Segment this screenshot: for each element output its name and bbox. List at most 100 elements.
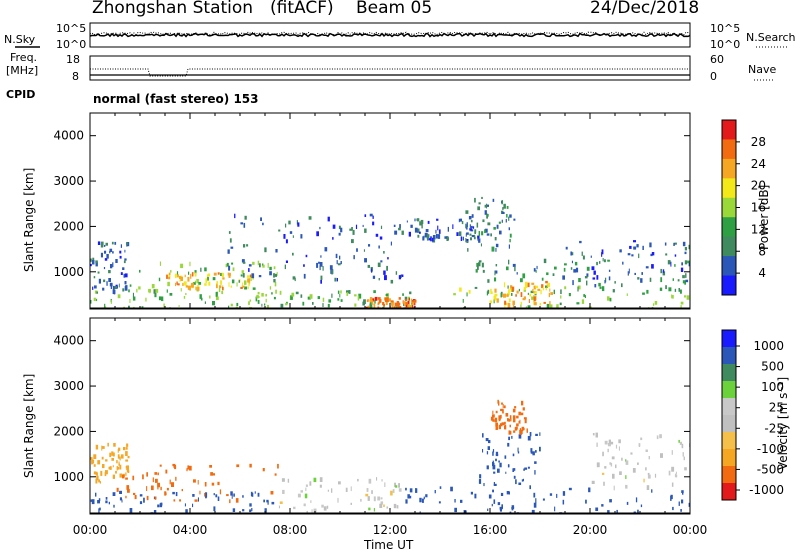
power-data-cell: [104, 258, 108, 261]
velocity-data-cell: [516, 423, 519, 427]
velocity-data-cell: [111, 451, 114, 456]
velocity-data-cell: [127, 488, 130, 493]
power-data-cell: [112, 285, 115, 291]
power-data-cell: [103, 267, 106, 270]
power-data-cell: [677, 279, 680, 282]
velocity-data-cell: [613, 485, 615, 491]
velocity-data-cell: [98, 498, 101, 502]
velocity-data-cell: [134, 495, 137, 500]
velocity-data-cell: [297, 493, 301, 498]
power-data-cell: [286, 301, 288, 305]
power-data-cell: [259, 263, 261, 268]
velocity-data-cell: [125, 477, 128, 480]
power-data-cell: [120, 244, 122, 248]
power-data-cell: [273, 296, 276, 300]
power-colorbar-swatch: [722, 275, 736, 296]
velocity-data-cell: [175, 476, 177, 481]
velocity-data-cell: [645, 449, 648, 452]
velocity-data-cell: [211, 482, 215, 486]
power-data-cell: [229, 238, 232, 243]
power-data-cell: [262, 222, 264, 226]
velocity-data-cell: [510, 418, 512, 422]
power-data-cell: [90, 264, 92, 267]
velocity-data-cell: [379, 503, 383, 508]
velocity-data-cell: [681, 443, 684, 449]
power-data-cell: [371, 300, 374, 305]
power-data-cell: [190, 282, 194, 288]
velocity-data-cell: [96, 475, 99, 481]
power-data-cell: [196, 279, 199, 284]
velocity-data-cell: [235, 498, 239, 503]
velocity-data-cell: [608, 439, 611, 444]
power-data-cell: [114, 241, 117, 245]
power-data-cell: [273, 279, 276, 283]
power-data-cell: [265, 293, 267, 297]
velocity-data-cell: [165, 469, 168, 474]
power-data-cell: [424, 232, 428, 238]
power-data-cell: [400, 274, 404, 277]
power-data-cell: [524, 281, 528, 287]
power-data-cell: [599, 286, 602, 289]
velocity-data-cell: [390, 490, 393, 496]
power-data-cell: [508, 298, 511, 302]
power-data-cell: [175, 282, 177, 287]
power-data-cell: [469, 228, 472, 231]
velocity-data-cell: [384, 482, 386, 487]
power-data-cell: [419, 221, 422, 226]
power-data-cell: [438, 229, 441, 234]
velocity-data-cell: [460, 499, 463, 503]
power-data-cell: [249, 299, 252, 302]
power-data-cell: [95, 261, 98, 267]
velocity-data-cell: [371, 490, 373, 494]
velocity-data-cell: [514, 406, 517, 409]
power-data-cell: [481, 262, 484, 268]
velocity-data-cell: [117, 454, 120, 459]
power-data-cell: [294, 277, 296, 282]
velocity-data-cell: [492, 462, 495, 465]
power-data-cell: [621, 283, 623, 288]
power-data-cell: [153, 289, 156, 294]
power-data-cell: [494, 270, 498, 274]
velocity-data-cell: [146, 495, 149, 501]
power-data-cell: [469, 224, 471, 229]
power-data-cell: [331, 293, 333, 298]
velocity-data-cell: [533, 502, 537, 508]
velocity-data-cell: [266, 499, 269, 503]
velocity-data-cell: [500, 408, 503, 412]
power-data-cell: [241, 282, 243, 288]
velocity-data-cell: [126, 485, 130, 490]
power-data-cell: [604, 259, 606, 263]
velocity-data-cell: [640, 437, 643, 441]
velocity-data-cell: [612, 473, 615, 479]
power-data-cell: [132, 296, 136, 301]
power-data-cell: [108, 278, 111, 282]
power-data-cell: [200, 297, 203, 301]
power-data-cell: [123, 273, 126, 278]
velocity-data-cell: [492, 414, 495, 418]
power-data-cell: [503, 293, 506, 298]
velocity-data-cell: [300, 490, 303, 493]
velocity-data-cell: [187, 465, 190, 470]
velocity-data-cell: [263, 499, 265, 503]
velocity-data-cell: [93, 464, 96, 467]
velocity-data-cell: [204, 482, 207, 487]
power-data-cell: [608, 269, 611, 272]
velocity-data-cell: [499, 507, 502, 512]
x-tick-label: 16:00: [473, 523, 508, 537]
power-data-cell: [516, 272, 518, 275]
power-data-cell: [571, 260, 573, 264]
power-data-cell: [447, 226, 449, 232]
velocity-data-cell: [520, 412, 524, 416]
power-data-cell: [547, 282, 551, 288]
noise-right-tick-top: 10^5: [710, 22, 741, 35]
velocity-colorbar-swatch: [722, 449, 736, 467]
power-data-cell: [577, 285, 581, 290]
velocity-data-cell: [454, 507, 457, 513]
power-data-cell: [124, 249, 126, 253]
velocity-data-cell: [219, 489, 222, 495]
power-data-cell: [280, 303, 284, 308]
velocity-data-cell: [425, 494, 428, 498]
power-data-cell: [550, 292, 553, 295]
velocity-data-cell: [454, 499, 456, 503]
power-data-cell: [412, 301, 415, 306]
